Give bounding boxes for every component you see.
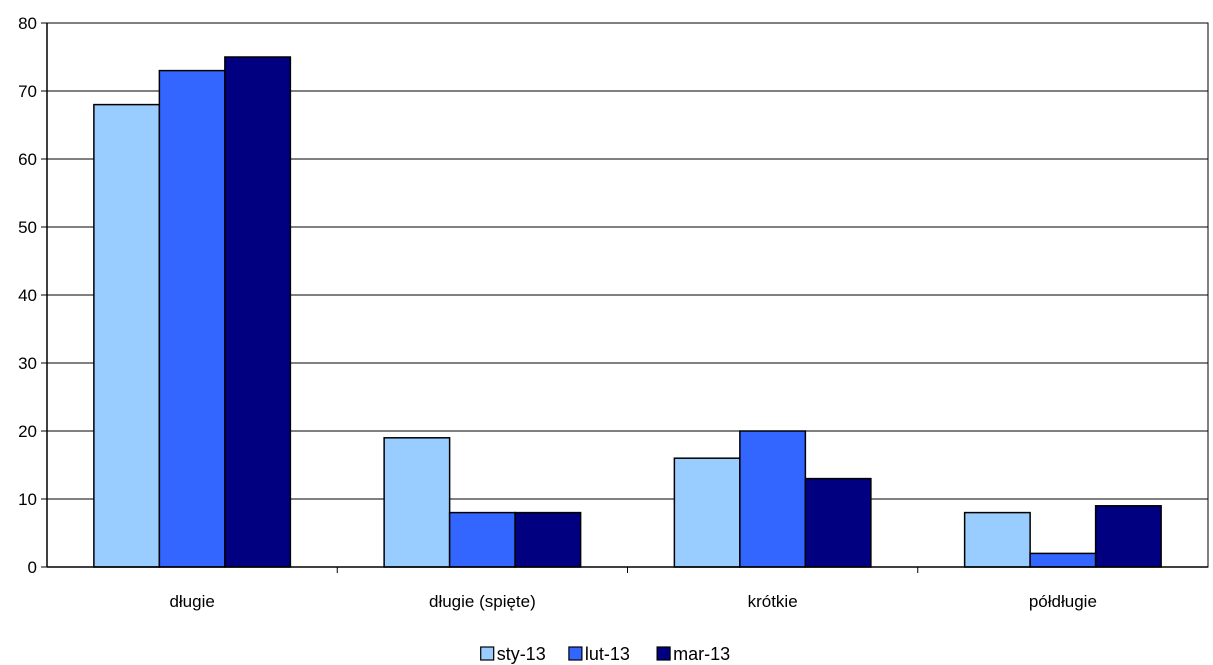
legend-swatch-mar-13 (656, 646, 671, 661)
bar-sty-13 (93, 103, 161, 568)
legend-swatch-lut-13 (568, 646, 583, 661)
y-tick-label: 70 (18, 82, 37, 101)
legend: sty-13 lut-13 mar-13 (480, 644, 730, 664)
legend-swatch-sty-13 (480, 646, 495, 661)
x-tick-label: długie (spięte) (429, 592, 536, 611)
bar-sty-13 (383, 437, 451, 568)
bar-lut-13 (1029, 552, 1097, 568)
bar-mar-13 (514, 511, 582, 568)
x-tick-label: krótkie (748, 592, 798, 611)
x-axis-ticks: długie długie (spięte) krótkie półdługie (169, 567, 1097, 611)
bars (93, 56, 1162, 568)
legend-label-lut-13: lut-13 (585, 644, 630, 664)
bar-mar-13 (224, 56, 292, 568)
x-tick-label: półdługie (1029, 592, 1097, 611)
x-tick-label: długie (169, 592, 214, 611)
y-tick-label: 10 (18, 490, 37, 509)
bar-sty-13 (673, 457, 741, 568)
y-tick-label: 0 (28, 558, 37, 577)
y-tick-label: 80 (18, 14, 37, 33)
bar-lut-13 (448, 511, 516, 568)
y-tick-label: 50 (18, 218, 37, 237)
y-tick-label: 60 (18, 150, 37, 169)
bar-sty-13 (963, 511, 1031, 568)
bar-mar-13 (1094, 505, 1162, 568)
y-tick-label: 20 (18, 422, 37, 441)
legend-label-sty-13: sty-13 (497, 644, 546, 664)
legend-label-mar-13: mar-13 (673, 644, 730, 664)
bar-lut-13 (158, 69, 226, 568)
y-axis-ticks: 0 10 20 30 40 50 60 70 80 (18, 14, 47, 577)
bar-mar-13 (804, 477, 872, 568)
y-tick-label: 40 (18, 286, 37, 305)
bar-lut-13 (739, 430, 807, 568)
y-tick-label: 30 (18, 354, 37, 373)
